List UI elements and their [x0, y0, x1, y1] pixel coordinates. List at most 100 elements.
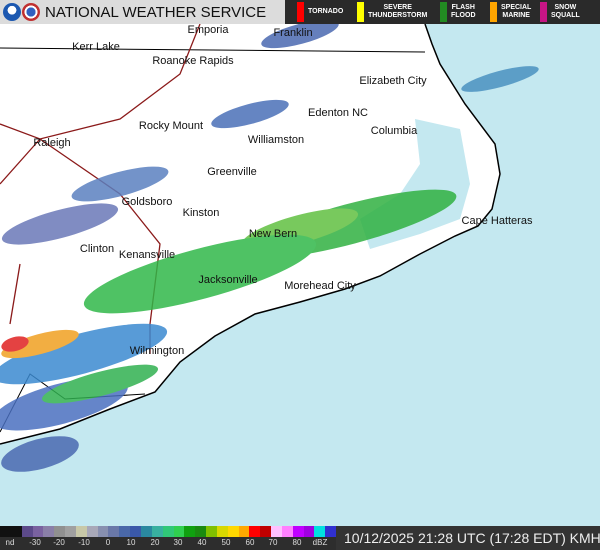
scale-swatch	[249, 526, 261, 537]
scale-swatch	[325, 526, 337, 537]
warning-flash-flood: FLASH FLOOD	[440, 2, 476, 22]
city-label: Goldsboro	[121, 196, 173, 208]
dbz-color-scale: nd -30 -20 -10 0 10 20 30 40 50 60 70 80 dBZ	[0, 526, 337, 550]
scale-swatch	[292, 526, 304, 537]
scale-swatch	[271, 526, 282, 537]
scale-swatch	[0, 526, 11, 537]
scale-swatch	[162, 526, 174, 537]
scale-swatch	[303, 526, 315, 537]
scale-tick: -10	[78, 538, 90, 547]
scale-tick: 70	[268, 538, 278, 547]
scale-swatch	[227, 526, 239, 537]
scale-swatch	[86, 526, 98, 537]
scale-swatch	[151, 526, 163, 537]
radar-echo	[1, 436, 79, 472]
warning-tornado: TORNADO	[297, 2, 343, 22]
warning-swatch	[490, 2, 497, 22]
city-label: Franklin	[273, 27, 313, 39]
radar-echo	[211, 99, 289, 129]
city-label: Roanoke Rapids	[152, 55, 234, 67]
warning-label: SEVERE THUNDERSTORM	[368, 4, 428, 19]
scale-swatch	[10, 526, 22, 537]
city-label: Edenton NC	[308, 107, 368, 119]
scale-tick: dBZ	[312, 538, 328, 547]
scale-swatch	[21, 526, 33, 537]
radar-echo	[1, 203, 119, 245]
scale-tick: 10	[126, 538, 136, 547]
scale-tick: 40	[197, 538, 207, 547]
city-label: Raleigh	[33, 137, 71, 149]
scale-swatch	[195, 526, 207, 537]
radar-echo	[461, 66, 539, 92]
radar-echo	[0, 323, 168, 385]
bottom-bar: nd -30 -20 -10 0 10 20 30 40 50 60 70 80 dBZ 10/12/20…	[0, 526, 600, 550]
scale-tick: 80	[292, 538, 302, 547]
city-label: Jacksonville	[198, 274, 258, 286]
warning-swatch	[540, 2, 547, 22]
scale-swatch	[184, 526, 196, 537]
header: NATIONAL WEATHER SERVICE TORNADO SEVERE TH…	[0, 0, 600, 24]
radar-map[interactable]	[0, 24, 600, 526]
scale-swatch	[108, 526, 120, 537]
city-label: Emporia	[187, 24, 229, 36]
page-title: NATIONAL WEATHER SERVICE	[45, 4, 267, 21]
scale-swatch	[54, 526, 66, 537]
timestamp: 10/12/2025 21:28 UTC (17:28 EDT) KMHX	[344, 530, 600, 546]
radar-echo	[71, 166, 169, 202]
radar-echoes	[0, 24, 539, 472]
city-label: Williamston	[247, 134, 305, 146]
scale-swatch	[216, 526, 228, 537]
warning-severe-thunderstorm: SEVERE THUNDERSTORM	[357, 2, 427, 22]
city-label: Morehead City	[284, 280, 356, 292]
warning-label: FLASH FLOOD	[451, 4, 476, 19]
scale-tick: -30	[29, 538, 41, 547]
scale-swatch	[130, 526, 141, 537]
scale-tick: 0	[105, 538, 111, 547]
scale-swatch	[314, 526, 326, 537]
city-label: Cape Hatteras	[461, 215, 533, 227]
nws-logo-icon	[22, 3, 40, 21]
scale-swatch	[140, 526, 152, 537]
scale-swatch	[65, 526, 76, 537]
noaa-logo-icon	[3, 3, 21, 21]
city-label: Kenansville	[118, 249, 176, 261]
scale-tick: 60	[245, 538, 255, 547]
scale-swatch	[281, 526, 293, 537]
warning-special-marine: SPECIAL MARINE	[490, 2, 531, 22]
scale-swatch	[75, 526, 87, 537]
warning-legend: TORNADO SEVERE THUNDERSTORM FLASH FLOOD SPECI…	[285, 0, 600, 24]
scale-tick: 50	[221, 538, 231, 547]
scale-swatch	[206, 526, 217, 537]
scale-swatch	[238, 526, 250, 537]
scale-tick: 20	[150, 538, 160, 547]
warning-label: SPECIAL MARINE	[501, 4, 532, 19]
scale-tick: 30	[173, 538, 183, 547]
scale-swatch	[97, 526, 109, 537]
state-border	[0, 47, 426, 53]
coastline	[0, 24, 501, 445]
radar-echo	[83, 234, 317, 314]
warning-snow-squall: SNOW SQUALL	[540, 2, 580, 22]
warning-label: TORNADO	[308, 8, 344, 15]
warning-label: SNOW SQUALL	[551, 4, 580, 19]
scale-swatch	[32, 526, 44, 537]
city-label: Elizabeth City	[359, 75, 427, 87]
city-label: Rocky Mount	[138, 120, 204, 132]
city-label: New Bern	[248, 228, 298, 240]
scale-tick: -20	[53, 538, 65, 547]
scale-swatch	[173, 526, 185, 537]
scale-tick: nd	[5, 538, 15, 547]
city-label: Columbia	[370, 125, 418, 137]
city-label: Kerr Lake	[72, 41, 120, 53]
warning-swatch	[357, 2, 364, 22]
city-label: Wilmington	[129, 345, 185, 357]
radar-echo	[1, 329, 79, 359]
scale-swatch	[43, 526, 55, 537]
warning-swatch	[297, 2, 304, 22]
radar-echo	[41, 364, 159, 404]
city-label: Greenville	[207, 166, 257, 178]
radar-echo	[261, 24, 339, 49]
scale-swatch	[260, 526, 272, 537]
city-label: Clinton	[79, 243, 115, 255]
radar-echo	[1, 336, 29, 352]
